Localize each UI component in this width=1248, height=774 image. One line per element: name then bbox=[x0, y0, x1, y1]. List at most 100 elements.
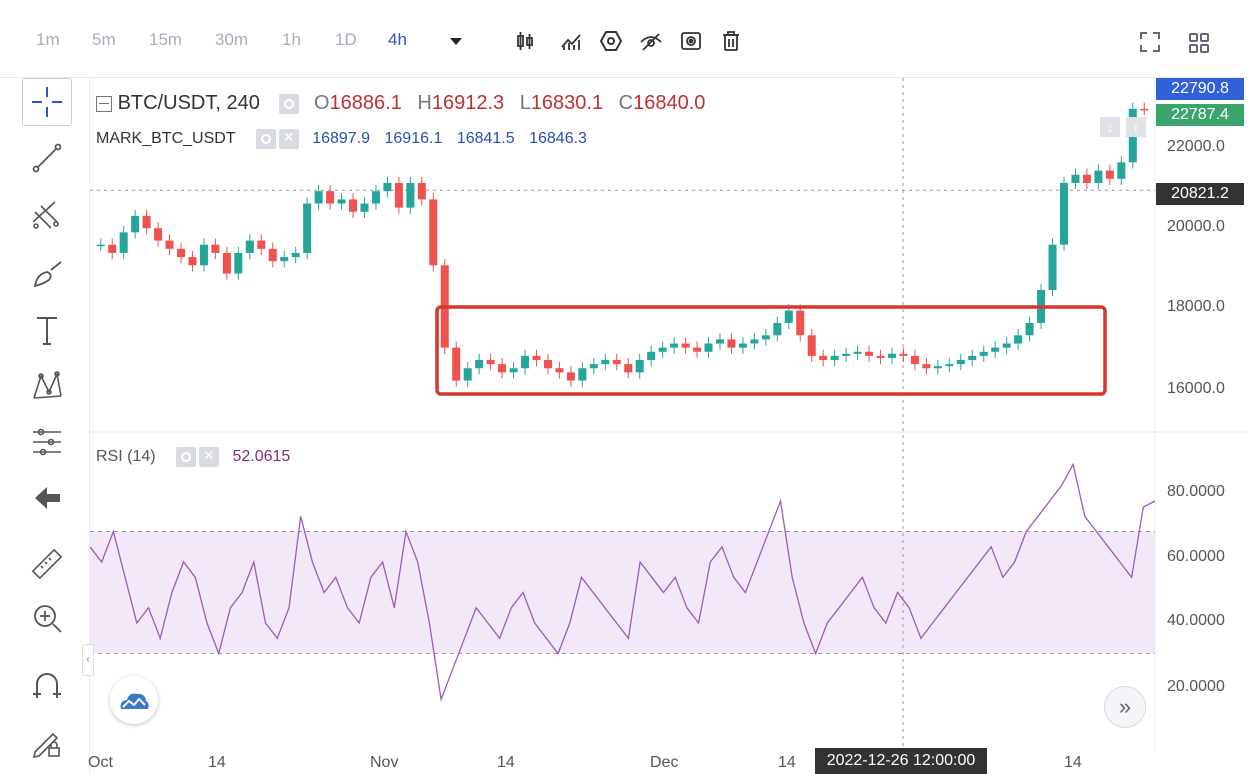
timeframe-1d[interactable]: 1D bbox=[335, 30, 357, 49]
zoom-icon[interactable] bbox=[22, 594, 72, 642]
candle-body bbox=[188, 257, 197, 266]
price-tick: 16000.0 bbox=[1167, 380, 1225, 397]
time-tick: Nov bbox=[370, 754, 399, 771]
candle-body bbox=[486, 360, 495, 365]
rsi-value: 52.0615 bbox=[232, 448, 291, 466]
candle-body bbox=[234, 252, 243, 274]
close-label: C bbox=[618, 92, 634, 114]
candle-body bbox=[119, 232, 128, 253]
timeframe-15m[interactable]: 15m bbox=[149, 30, 183, 49]
close-value: 16840.0 bbox=[633, 92, 706, 114]
candle-body bbox=[222, 252, 231, 274]
symbol-settings-icon[interactable] bbox=[279, 93, 300, 114]
back-arrow-icon[interactable] bbox=[22, 474, 72, 522]
time-tick: 14 bbox=[208, 754, 226, 771]
hide-icon[interactable] bbox=[638, 28, 664, 54]
candle-body bbox=[647, 351, 656, 360]
drawing-toolbar bbox=[0, 78, 90, 774]
timeframe-30m[interactable]: 30m bbox=[215, 30, 249, 49]
candle-body bbox=[933, 366, 942, 369]
candle-body bbox=[394, 182, 403, 208]
candle-body bbox=[176, 248, 186, 258]
dropdown-icon[interactable] bbox=[443, 28, 469, 54]
lock-draw-icon[interactable] bbox=[22, 718, 72, 766]
candle-body bbox=[887, 353, 896, 358]
candle-body bbox=[715, 339, 724, 344]
rsi-tick: 20.0000 bbox=[1167, 678, 1225, 695]
symbol-label: BTC/USDT, 240 bbox=[117, 92, 260, 114]
mark-close-icon[interactable] bbox=[278, 129, 299, 149]
timeframe-1h[interactable]: 1h bbox=[282, 30, 301, 49]
mark-name: MARK_BTC_USDT bbox=[96, 130, 236, 148]
layout-grid-icon[interactable] bbox=[1184, 28, 1214, 58]
candle-body bbox=[842, 353, 851, 356]
collapse-icon[interactable] bbox=[96, 95, 112, 112]
pattern-icon[interactable] bbox=[22, 362, 72, 410]
candle-body bbox=[1059, 182, 1069, 245]
settings-hex-icon[interactable] bbox=[598, 28, 624, 54]
candle-body bbox=[406, 182, 415, 208]
delete-icon[interactable] bbox=[718, 28, 744, 54]
candle-body bbox=[1048, 244, 1057, 290]
time-tick: Dec bbox=[650, 754, 679, 771]
high-label: H bbox=[417, 92, 432, 114]
candle-body bbox=[807, 335, 816, 356]
high-value: 16912.3 bbox=[431, 92, 505, 114]
candle-body bbox=[211, 244, 220, 253]
candle-body bbox=[1140, 108, 1149, 111]
rsi-close-icon[interactable] bbox=[199, 447, 220, 467]
candle-body bbox=[291, 252, 300, 258]
scroll-down-icon[interactable]: ↓ bbox=[1100, 117, 1120, 137]
timeframe-1m[interactable]: 1m bbox=[36, 30, 60, 49]
candle-body bbox=[635, 360, 644, 373]
rsi-name: RSI (14) bbox=[96, 448, 156, 466]
mark-value-2: 16916.1 bbox=[384, 130, 443, 148]
brush-icon[interactable] bbox=[22, 250, 72, 298]
fullscreen-icon[interactable] bbox=[1136, 28, 1164, 56]
mark-value-1: 16897.9 bbox=[312, 130, 371, 148]
candle-body bbox=[383, 182, 392, 192]
mark-settings-icon[interactable] bbox=[255, 129, 276, 149]
candle-body bbox=[280, 257, 289, 262]
ruler-icon[interactable] bbox=[22, 540, 72, 588]
candle-body bbox=[1014, 335, 1023, 344]
rsi-settings-icon[interactable] bbox=[176, 447, 197, 467]
candle-body bbox=[303, 203, 312, 253]
rsi-tick: 80.0000 bbox=[1167, 483, 1225, 500]
candle-body bbox=[1105, 170, 1114, 179]
fib-icon[interactable] bbox=[22, 192, 72, 240]
candle-body bbox=[326, 191, 335, 204]
logo-cloud-icon[interactable] bbox=[110, 676, 158, 724]
timeframe-5m[interactable]: 5m bbox=[92, 30, 116, 49]
candle-body bbox=[830, 355, 839, 360]
candle-body bbox=[142, 215, 151, 229]
timeframe-4h[interactable]: 4h bbox=[388, 30, 407, 49]
scale-mode-icon[interactable]: ↕ bbox=[1126, 117, 1146, 137]
indicators-icon[interactable] bbox=[558, 28, 584, 54]
candles-icon[interactable] bbox=[512, 28, 538, 54]
scroll-to-realtime-icon[interactable]: » bbox=[1104, 686, 1146, 728]
price-tick: 18000.0 bbox=[1167, 298, 1225, 315]
text-icon[interactable] bbox=[22, 306, 72, 354]
candle-body bbox=[452, 347, 461, 381]
trendline-icon[interactable] bbox=[22, 134, 72, 182]
candle-body bbox=[199, 244, 208, 266]
magnet-icon[interactable] bbox=[22, 662, 72, 710]
candle-body bbox=[865, 351, 874, 356]
candle-body bbox=[360, 203, 369, 212]
time-tick: 14 bbox=[497, 754, 515, 771]
open-label: O bbox=[313, 92, 330, 114]
crosshair-icon[interactable] bbox=[22, 78, 72, 126]
time-tick: Oct bbox=[88, 754, 113, 771]
candle-body bbox=[96, 244, 105, 247]
candle-body bbox=[543, 360, 552, 369]
candle-body bbox=[670, 343, 679, 348]
measure-icon[interactable] bbox=[22, 418, 72, 466]
collapse-panel-icon[interactable]: ‹ bbox=[82, 644, 94, 676]
mark-price-tag: 22787.4 bbox=[1156, 104, 1244, 126]
rsi-tick: 40.0000 bbox=[1167, 612, 1225, 629]
screenshot-icon[interactable] bbox=[678, 28, 704, 54]
candle-body bbox=[704, 343, 713, 352]
